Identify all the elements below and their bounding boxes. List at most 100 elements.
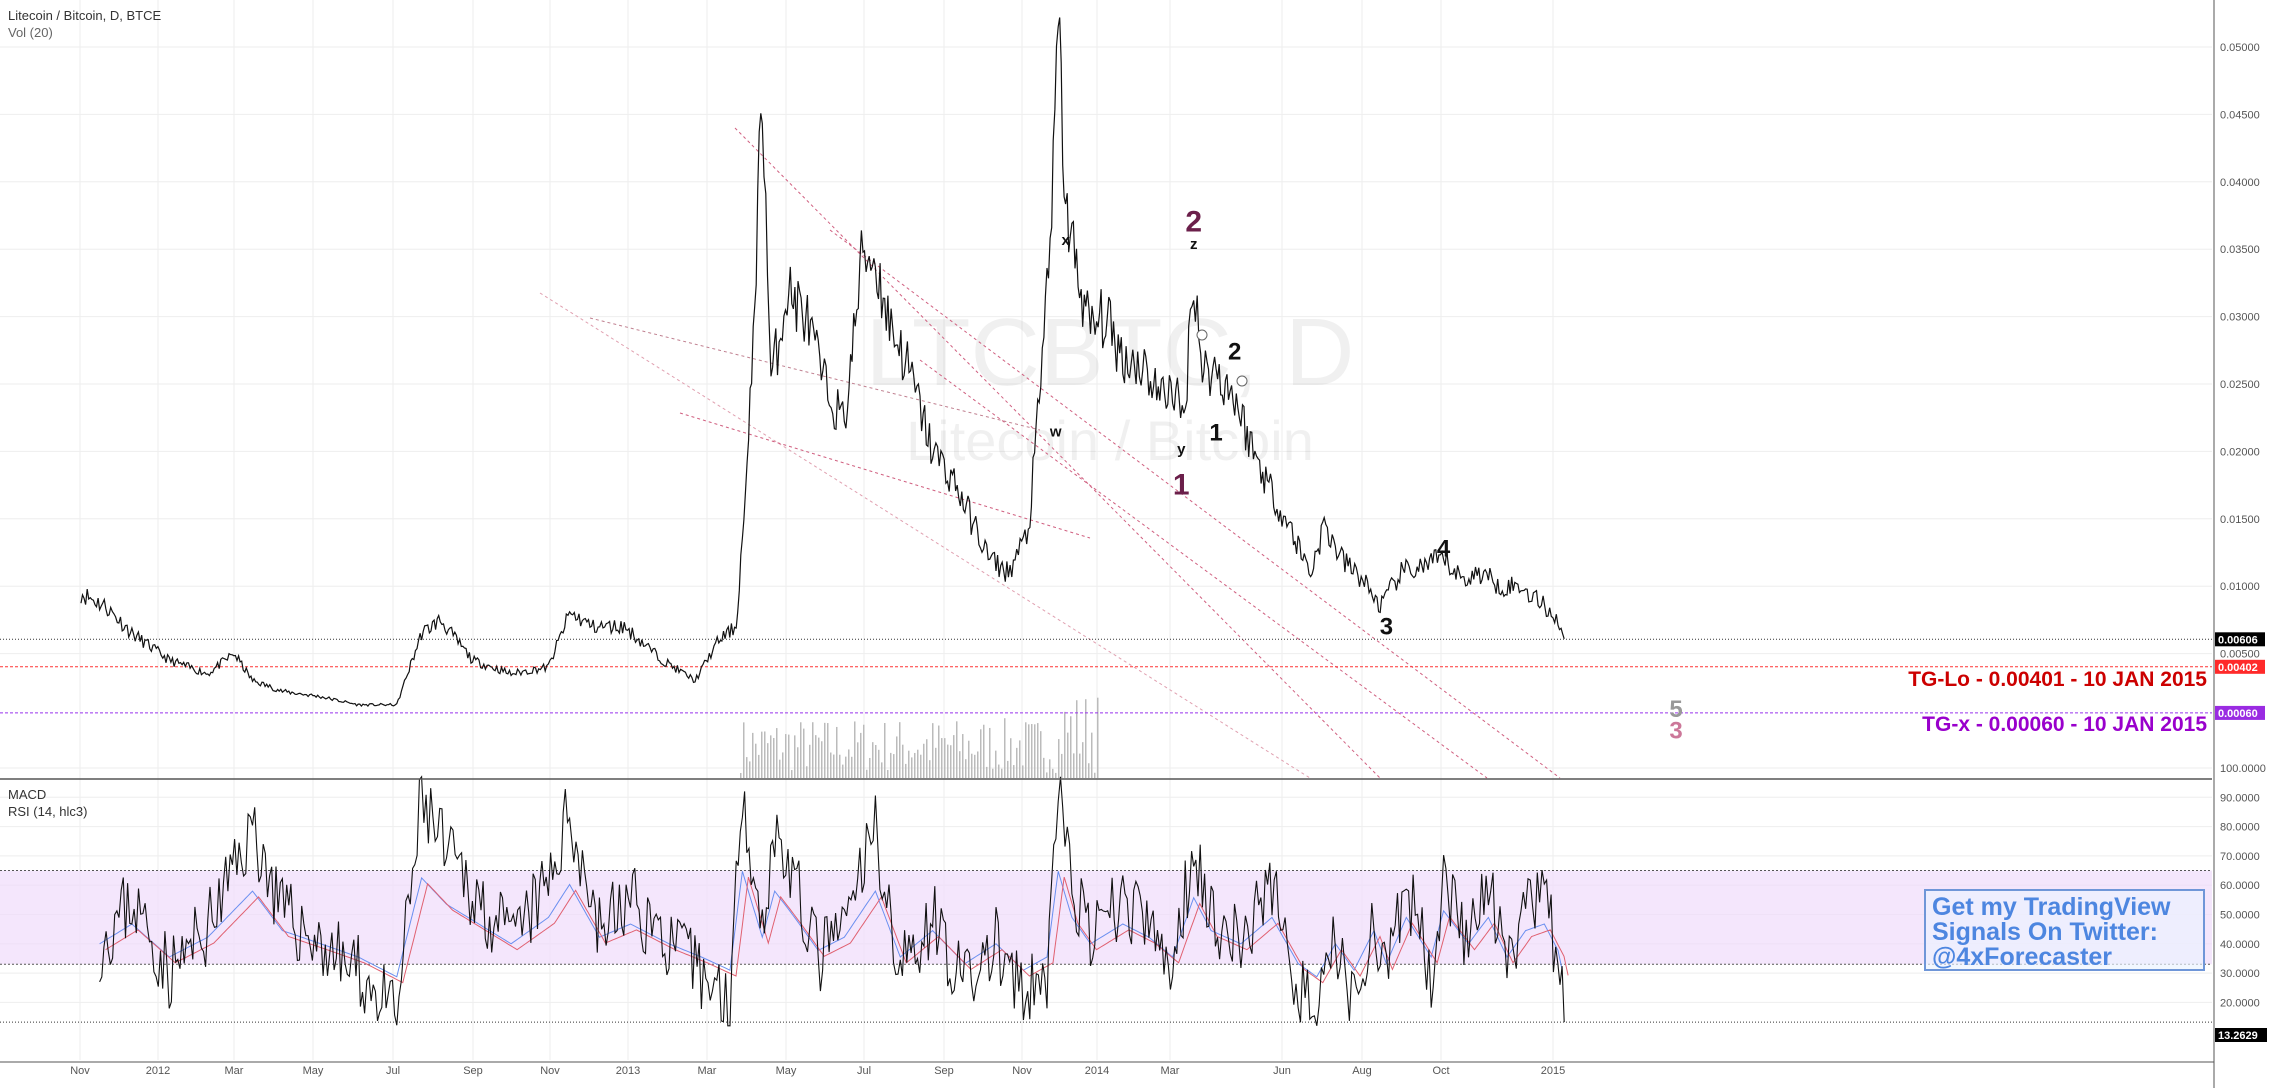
volume-bar — [938, 725, 940, 778]
wave-label: 1 — [1173, 469, 1190, 502]
volume-bar — [986, 766, 988, 778]
wave-label: 1 — [1209, 420, 1222, 447]
volume-bar — [1025, 722, 1027, 778]
rsi-last-tag-bg — [2215, 1028, 2267, 1042]
wave-label: w — [1049, 424, 1062, 441]
volume-bar — [878, 749, 880, 778]
x-tick-label: Jul — [386, 1065, 400, 1077]
volume-bar — [980, 729, 982, 778]
price-tick-label: 0.01000 — [2220, 581, 2260, 593]
volume-bar — [1076, 700, 1078, 778]
volume-bar — [806, 766, 808, 778]
volume-bar — [857, 742, 859, 778]
volume-bar — [776, 728, 778, 778]
x-tick-label: May — [303, 1065, 324, 1077]
x-tick-label: Jul — [857, 1065, 871, 1077]
volume-bar — [953, 735, 955, 778]
price-tick-label: 0.01500 — [2220, 514, 2260, 526]
volume-bar — [911, 757, 913, 778]
level-tag: 0.00402 — [2218, 662, 2258, 674]
volume-bar — [971, 753, 973, 778]
volume-bar — [833, 754, 835, 778]
promo-line-2: Signals On Twitter: — [1932, 918, 2158, 946]
volume-bar — [1001, 768, 1003, 778]
volume-bar — [947, 744, 949, 778]
volume-bar — [890, 752, 892, 778]
chart-title: Litecoin / Bitcoin, D, BTCE — [8, 8, 162, 23]
promo-line-1: Get my TradingView — [1932, 893, 2171, 921]
volume-bar — [1034, 724, 1036, 778]
rsi-tick-label: 90.0000 — [2220, 792, 2260, 804]
volume-bar — [998, 764, 1000, 778]
volume-bar — [941, 738, 943, 778]
target-label: TG-x - 0.00060 - 10 JAN 2015 — [1922, 713, 2207, 736]
horizontal-levels: 0.00606 0.00402 0.00060 TG-Lo - 0.00401 - 1… — [0, 632, 2265, 736]
volume-bar — [767, 743, 769, 778]
volume-bar — [758, 754, 760, 778]
volume-bar — [935, 747, 937, 778]
volume-bar — [881, 762, 883, 778]
level-tag: 0.00060 — [2218, 708, 2258, 720]
x-tick-label: Nov — [70, 1065, 90, 1077]
volume-bar — [803, 728, 805, 778]
rsi-tick-label: 80.0000 — [2220, 822, 2260, 834]
rsi-band-fill — [0, 870, 2212, 965]
volume-bar — [782, 752, 784, 778]
x-tick-label: Aug — [1352, 1065, 1372, 1077]
volume-bar — [1058, 739, 1060, 778]
volume-bar — [893, 754, 895, 778]
volume-bar — [761, 731, 763, 778]
rsi-tick-label: 20.0000 — [2220, 997, 2260, 1009]
volume-bar — [923, 743, 925, 778]
volume-bar — [824, 722, 826, 778]
x-tick-label: 2013 — [616, 1065, 640, 1077]
wave-label: 3 — [1380, 614, 1393, 641]
volume-bar — [779, 759, 781, 778]
volume-bar — [875, 745, 877, 778]
volume-bar — [863, 724, 865, 778]
promo-line-3[interactable]: @4xForecaster — [1932, 943, 2113, 971]
volume-bar — [1022, 765, 1024, 778]
volume-bar — [851, 756, 853, 778]
target-label: TG-Lo - 0.00401 - 10 JAN 2015 — [1908, 668, 2207, 691]
volume-bar — [1049, 759, 1051, 778]
volume-bar — [1007, 760, 1009, 778]
volume-bar — [764, 731, 766, 778]
volume-bar — [845, 756, 847, 778]
volume-bar — [1010, 738, 1012, 778]
volume-indicator-label: Vol (20) — [8, 25, 53, 40]
volume-bar — [854, 721, 856, 778]
wave-label: 4 — [1437, 536, 1451, 563]
volume-bar — [1067, 732, 1069, 778]
trendline — [589, 317, 1041, 431]
volume-bar — [827, 723, 829, 778]
volume-bar — [830, 752, 832, 778]
volume-bar — [821, 741, 823, 778]
volume-bar — [959, 751, 961, 778]
volume-bar — [869, 757, 871, 778]
volume-bar — [1013, 765, 1015, 778]
volume-bar — [944, 738, 946, 778]
volume-bar — [785, 734, 787, 778]
wave-label: 2 — [1228, 339, 1241, 366]
symbol-watermark: LTCBTC, D Litecoin / Bitcoin — [866, 299, 1355, 472]
x-tick-label: May — [776, 1065, 797, 1077]
volume-bar — [1070, 716, 1072, 778]
volume-bar — [773, 738, 775, 778]
volume-bar — [917, 749, 919, 778]
trendlines — [539, 127, 1561, 779]
promo-box[interactable]: Get my TradingView Signals On Twitter: @… — [1924, 889, 2205, 971]
x-tick-label: 2014 — [1085, 1065, 1109, 1077]
rsi-series: 13.2629 — [99, 775, 2267, 1042]
price-tick-label: 0.03000 — [2220, 312, 2260, 324]
volume-bar — [788, 734, 790, 778]
rsi-tick-label: 30.0000 — [2220, 968, 2260, 980]
volume-bar — [1031, 724, 1033, 778]
x-tick-label: Mar — [225, 1065, 244, 1077]
price-tick-label: 0.02000 — [2220, 446, 2260, 458]
volume-bar — [956, 721, 958, 778]
volume-bar — [920, 754, 922, 778]
volume-bar — [1055, 772, 1057, 778]
